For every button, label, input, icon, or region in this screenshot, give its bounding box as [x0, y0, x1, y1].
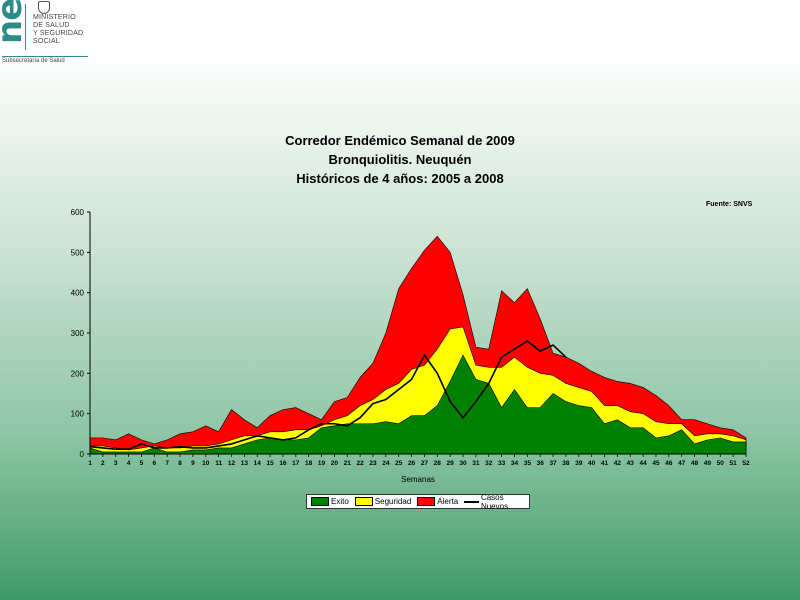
x-tick-label-44: 44 — [639, 460, 647, 467]
y-tick-label-100: 100 — [71, 410, 85, 419]
ministry-logo: neu MINISTERIO DE SALUD Y SEGURIDAD SOCI… — [0, 0, 92, 64]
x-axis-label: Semanas — [401, 475, 435, 484]
x-tick-label-1: 1 — [88, 460, 92, 467]
legend-swatch-seguridad — [354, 497, 373, 506]
x-tick-label-38: 38 — [562, 460, 570, 467]
x-tick-label-31: 31 — [472, 460, 480, 467]
x-tick-label-10: 10 — [202, 460, 210, 467]
legend-item-exito: Exito — [311, 497, 349, 506]
y-tick-label-200: 200 — [71, 369, 85, 378]
x-tick-label-36: 36 — [537, 460, 545, 467]
x-tick-label-5: 5 — [140, 460, 144, 467]
x-tick-label-9: 9 — [191, 460, 195, 467]
x-tick-label-19: 19 — [318, 460, 326, 467]
y-tick-label-600: 600 — [71, 208, 85, 217]
legend-line-casos-nuevos — [464, 500, 479, 503]
x-tick-label-22: 22 — [357, 460, 365, 467]
x-tick-label-43: 43 — [627, 460, 635, 467]
chart-title-line-3: Históricos de 4 años: 2005 a 2008 — [296, 171, 504, 186]
y-tick-label-400: 400 — [71, 289, 85, 298]
legend-label-casos-nuevos: Casos Nuevos — [480, 492, 509, 511]
x-tick-label-2: 2 — [101, 460, 105, 467]
x-tick-label-20: 20 — [331, 460, 339, 467]
legend-swatch-exito — [311, 497, 329, 506]
x-tick-label-49: 49 — [704, 460, 712, 467]
y-tick-label-0: 0 — [80, 450, 85, 459]
x-tick-label-51: 51 — [730, 460, 738, 467]
chart-source: Fuente: SNVS — [706, 201, 753, 208]
x-tick-label-18: 18 — [305, 460, 313, 467]
legend-label-exito: Exito — [331, 497, 349, 506]
x-tick-label-27: 27 — [421, 460, 429, 467]
x-tick-label-28: 28 — [434, 460, 442, 467]
chart-title-line-2: Bronquiolitis. Neuquén — [328, 152, 472, 167]
x-tick-label-35: 35 — [524, 460, 532, 467]
area-exito — [89, 354, 747, 455]
legend-swatch-alerta — [417, 497, 436, 506]
x-tick-label-41: 41 — [601, 460, 609, 467]
x-tick-label-47: 47 — [678, 460, 686, 467]
x-tick-label-13: 13 — [241, 460, 249, 467]
x-tick-label-24: 24 — [382, 460, 390, 467]
x-tick-label-30: 30 — [459, 460, 467, 467]
x-tick-label-48: 48 — [691, 460, 699, 467]
x-tick-label-12: 12 — [228, 460, 236, 467]
y-tick-label-300: 300 — [71, 329, 85, 338]
logo-divider — [25, 4, 26, 50]
x-tick-label-26: 26 — [408, 460, 416, 467]
x-tick-label-29: 29 — [447, 460, 455, 467]
x-tick-label-7: 7 — [165, 460, 169, 467]
line-casos-nuevos — [89, 340, 567, 450]
x-tick-label-8: 8 — [178, 460, 182, 467]
x-tick-label-34: 34 — [511, 460, 519, 467]
chart-legend: Exito Seguridad Alerta Casos Nuevos — [306, 493, 530, 511]
x-tick-label-21: 21 — [344, 460, 352, 467]
legend-item-casos-nuevos: Casos Nuevos — [464, 493, 529, 511]
x-tick-label-52: 52 — [742, 460, 750, 467]
x-tick-label-42: 42 — [614, 460, 622, 467]
x-tick-label-14: 14 — [254, 460, 262, 467]
seal-icon — [38, 1, 50, 14]
x-tick-label-17: 17 — [292, 460, 300, 467]
chart-title-line-1: Corredor Endémico Semanal de 2009 — [285, 133, 515, 148]
x-tick-label-39: 39 — [575, 460, 583, 467]
y-tick-label-500: 500 — [71, 248, 85, 257]
logo-ministry-text: MINISTERIO DE SALUD Y SEGURIDAD SOCIAL — [33, 14, 84, 45]
x-tick-label-3: 3 — [114, 460, 118, 467]
x-tick-label-16: 16 — [279, 460, 287, 467]
x-tick-label-50: 50 — [717, 460, 725, 467]
x-tick-label-46: 46 — [665, 460, 673, 467]
x-tick-label-40: 40 — [588, 460, 596, 467]
logo-subtitle: Subsecretaría de Salud — [2, 56, 88, 64]
legend-label-seguridad: Seguridad — [374, 497, 412, 506]
x-tick-label-37: 37 — [549, 460, 557, 467]
legend-item-seguridad: Seguridad — [354, 497, 412, 506]
x-tick-label-45: 45 — [652, 460, 660, 467]
x-tick-label-11: 11 — [215, 460, 222, 467]
x-tick-label-15: 15 — [266, 460, 274, 467]
x-tick-label-33: 33 — [498, 460, 506, 467]
legend-label-alerta: Alerta — [437, 497, 459, 506]
x-tick-label-25: 25 — [395, 460, 403, 467]
x-tick-label-23: 23 — [369, 460, 377, 467]
x-tick-label-6: 6 — [153, 460, 157, 467]
legend-item-alerta: Alerta — [417, 497, 458, 506]
x-tick-label-4: 4 — [127, 460, 131, 467]
x-tick-label-32: 32 — [485, 460, 493, 467]
